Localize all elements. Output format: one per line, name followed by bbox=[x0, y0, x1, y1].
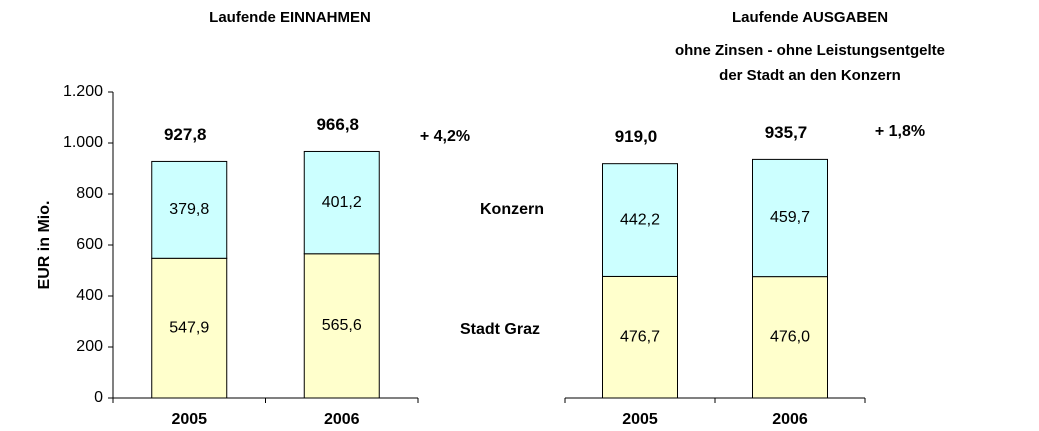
y-tick-label: 200 bbox=[76, 338, 103, 355]
bar-segment bbox=[151, 160, 228, 259]
x-tick-label: 2005 bbox=[171, 411, 207, 428]
legend-label: Stadt Graz bbox=[460, 321, 540, 338]
x-tick-label: 2006 bbox=[324, 411, 360, 428]
y-axis-label: EUR in Mio. bbox=[36, 201, 53, 290]
y-tick-label: 1.000 bbox=[63, 134, 103, 151]
y-tick-label: 800 bbox=[76, 185, 103, 202]
bar-segment bbox=[752, 276, 828, 399]
y-tick-label: 600 bbox=[76, 236, 103, 253]
data-label: 379,8 bbox=[169, 201, 209, 218]
total-label: 966,8 bbox=[316, 115, 359, 134]
chart-subtitle: der Stadt an den Konzern bbox=[719, 67, 901, 84]
data-label: 476,0 bbox=[770, 329, 810, 346]
data-label: 401,2 bbox=[322, 194, 362, 211]
data-label: 547,9 bbox=[169, 319, 209, 336]
bar-segment bbox=[602, 275, 678, 399]
data-label: 476,7 bbox=[620, 328, 660, 345]
annotation: + 4,2% bbox=[420, 128, 470, 145]
chart-title: Laufende AUSGABEN bbox=[732, 9, 888, 26]
total-label: 935,7 bbox=[765, 123, 808, 142]
total-label: 919,0 bbox=[615, 127, 658, 146]
bar-segment bbox=[602, 163, 678, 277]
x-tick-label: 2006 bbox=[772, 411, 808, 428]
legend-label: Konzern bbox=[480, 201, 544, 218]
y-tick-label: 1.200 bbox=[63, 83, 103, 100]
data-label: 459,7 bbox=[770, 209, 810, 226]
chart-subtitle: ohne Zinsen - ohne Leistungsentgelte bbox=[675, 42, 945, 59]
bar-segment bbox=[151, 257, 228, 399]
x-tick-label: 2005 bbox=[622, 411, 658, 428]
chart-title: Laufende EINNAHMEN bbox=[209, 9, 371, 26]
y-tick-label: 400 bbox=[76, 287, 103, 304]
y-tick-label: 0 bbox=[94, 389, 103, 406]
data-label: 565,6 bbox=[322, 317, 362, 334]
data-label: 442,2 bbox=[620, 211, 660, 228]
total-label: 927,8 bbox=[164, 125, 207, 144]
bar-segment bbox=[752, 158, 828, 278]
bar-segment bbox=[303, 150, 380, 255]
annotation: + 1,8% bbox=[875, 123, 925, 140]
